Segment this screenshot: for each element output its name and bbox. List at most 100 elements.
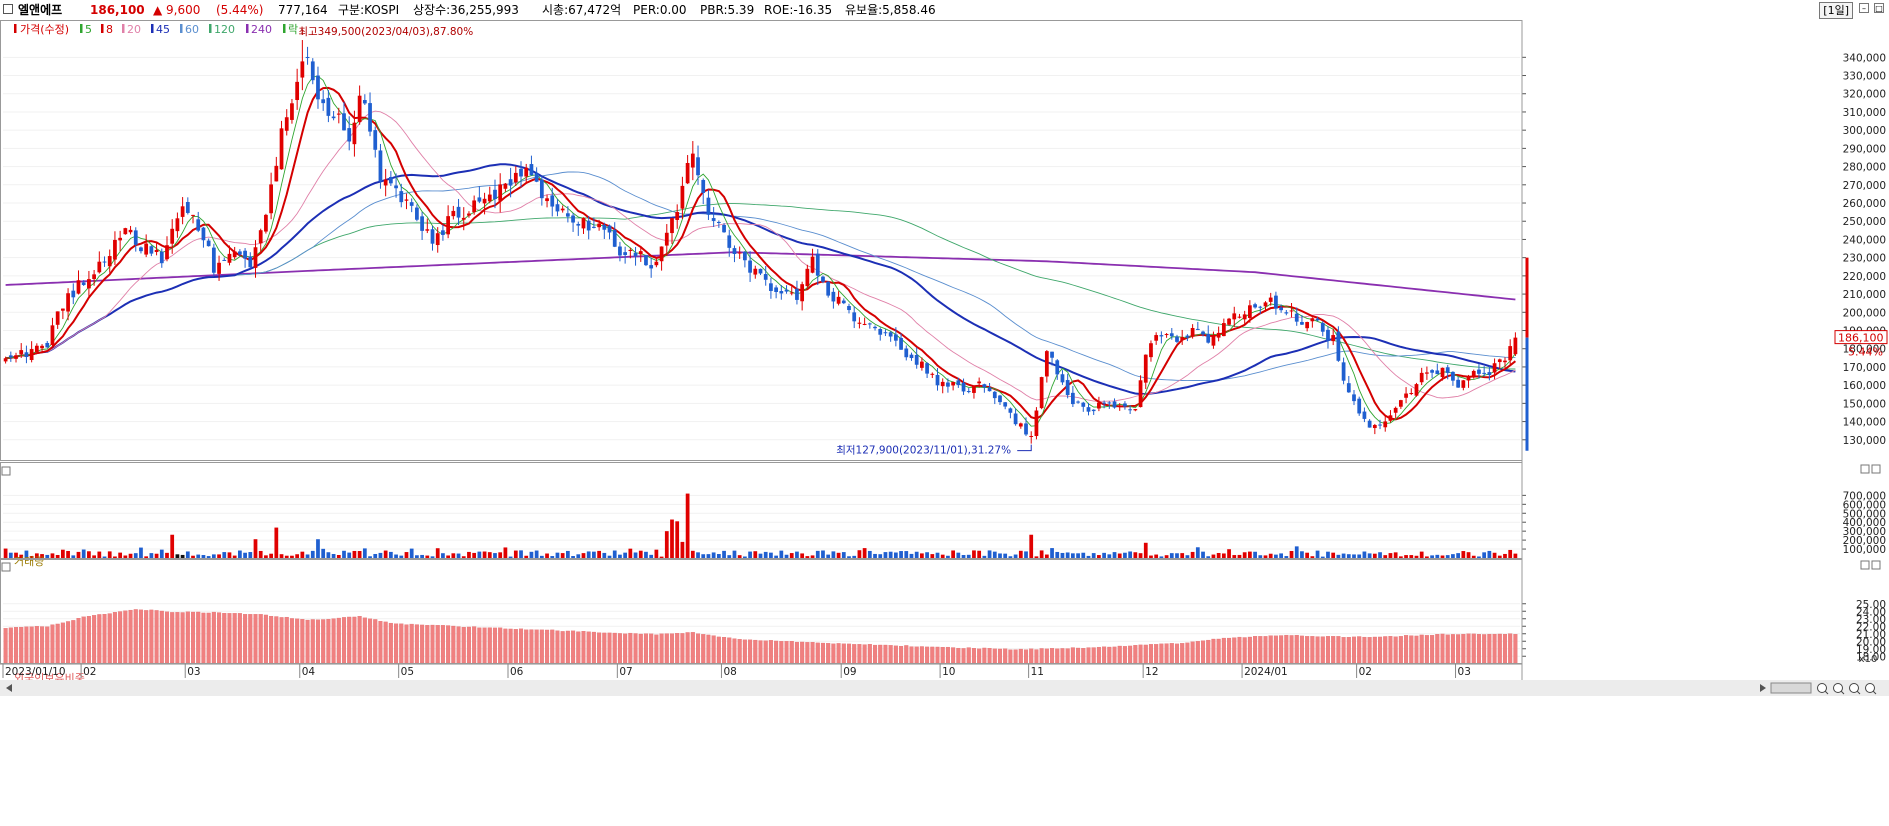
candle-body bbox=[1102, 402, 1106, 404]
candle bbox=[977, 377, 982, 388]
foreign-bar bbox=[753, 639, 758, 664]
foreign-bar bbox=[388, 622, 393, 664]
candle-body bbox=[1341, 362, 1346, 381]
volume-bar bbox=[336, 554, 341, 558]
volume-bar bbox=[748, 551, 752, 558]
candle-body bbox=[925, 363, 929, 374]
candle-body bbox=[633, 252, 638, 257]
candle-body bbox=[612, 230, 617, 247]
candle bbox=[592, 217, 596, 229]
foreign-bar bbox=[1273, 635, 1278, 664]
toggle-checkbox[interactable] bbox=[3, 4, 13, 14]
candle bbox=[914, 347, 919, 369]
volume-bar bbox=[623, 552, 628, 558]
candle-body bbox=[1034, 410, 1039, 437]
candle-body bbox=[1253, 304, 1257, 308]
candle bbox=[883, 329, 888, 337]
candle-body bbox=[524, 167, 529, 177]
foreign-bar bbox=[737, 639, 742, 664]
candle-body bbox=[951, 381, 956, 386]
foreign-bar bbox=[956, 647, 961, 664]
candle bbox=[857, 317, 862, 329]
maximize-icon[interactable]: □ bbox=[1874, 3, 1884, 13]
foreign-bar bbox=[1466, 633, 1471, 664]
candle-body bbox=[966, 391, 971, 393]
candle bbox=[248, 252, 253, 269]
candle bbox=[899, 333, 903, 350]
volume-bar bbox=[1117, 553, 1122, 558]
candle bbox=[1430, 369, 1434, 379]
foreign-bar bbox=[1143, 644, 1148, 664]
candle-body bbox=[1180, 337, 1185, 340]
volume-bar bbox=[805, 556, 810, 558]
candle-body bbox=[789, 292, 794, 294]
candle bbox=[1034, 407, 1039, 440]
price-change: ▲ 9,600 bbox=[153, 3, 201, 17]
minimize-icon[interactable]: – bbox=[1859, 3, 1869, 13]
foreign-bar bbox=[1148, 644, 1153, 664]
volume-bar bbox=[97, 551, 102, 558]
foreign-bar bbox=[1305, 636, 1310, 664]
foreign-bar bbox=[263, 614, 268, 664]
chart-canvas[interactable]: 130,000 140,000 150,000 160,000 170,000 180,0… bbox=[0, 20, 1889, 826]
candle bbox=[269, 172, 273, 220]
volume-bar bbox=[362, 548, 367, 558]
price-tick-label: 300,000 bbox=[1843, 125, 1886, 137]
price-tick-label: 170,000 bbox=[1843, 362, 1886, 374]
foreign-bar bbox=[191, 611, 196, 664]
date-tick-label: 11 bbox=[1031, 666, 1044, 678]
candle-body bbox=[342, 113, 346, 131]
panel-minimize-icon bbox=[1860, 560, 1870, 570]
period-button[interactable]: [1일] bbox=[1819, 2, 1853, 19]
volume-bar bbox=[987, 550, 992, 558]
candle bbox=[737, 246, 742, 259]
candle-body bbox=[139, 247, 143, 252]
foreign-bar bbox=[612, 632, 617, 664]
candle bbox=[336, 107, 341, 124]
volume-bar bbox=[1029, 534, 1034, 558]
candle-body bbox=[1070, 392, 1075, 405]
candle-body bbox=[784, 289, 789, 292]
volume-bar bbox=[904, 551, 909, 558]
candle-body bbox=[498, 184, 503, 201]
candle bbox=[399, 183, 404, 208]
candle bbox=[644, 254, 648, 267]
volume-bar bbox=[1154, 554, 1159, 558]
volume-bar bbox=[40, 554, 44, 558]
candle-body bbox=[238, 251, 242, 255]
candle-body bbox=[826, 281, 831, 296]
candle-body bbox=[680, 185, 685, 209]
foreign-bar bbox=[633, 633, 638, 664]
volume-bar bbox=[1237, 554, 1242, 558]
volume-bar bbox=[1195, 547, 1200, 558]
volume-bar bbox=[1378, 552, 1382, 558]
foreign-bar bbox=[987, 648, 992, 664]
candle-body bbox=[274, 165, 279, 182]
foreign-bar bbox=[1325, 636, 1330, 664]
foreign-bar bbox=[1263, 636, 1268, 664]
volume-bar bbox=[586, 551, 591, 558]
candle bbox=[774, 285, 778, 299]
foreign-bar bbox=[362, 617, 367, 664]
candle bbox=[435, 227, 440, 253]
candle-body bbox=[446, 216, 451, 235]
candle bbox=[274, 156, 279, 182]
foreign-tick-label: 22.00 bbox=[1856, 621, 1886, 633]
candle-body bbox=[1190, 327, 1195, 337]
volume-bar bbox=[539, 555, 544, 558]
foreign-bar bbox=[1471, 633, 1476, 664]
candle-body bbox=[1445, 367, 1450, 373]
price-tick-label: 280,000 bbox=[1843, 162, 1886, 174]
foreign-bar bbox=[524, 629, 529, 664]
candle-body bbox=[1289, 310, 1294, 312]
volume-bar bbox=[1383, 555, 1388, 558]
candle bbox=[3, 356, 8, 364]
candle bbox=[175, 212, 180, 238]
volume-bar bbox=[909, 553, 914, 558]
candle-body bbox=[555, 204, 560, 212]
price-tick-label: 320,000 bbox=[1843, 89, 1886, 101]
candle bbox=[310, 58, 315, 85]
candle-body bbox=[1076, 401, 1080, 403]
scrollbar[interactable] bbox=[0, 680, 1889, 696]
